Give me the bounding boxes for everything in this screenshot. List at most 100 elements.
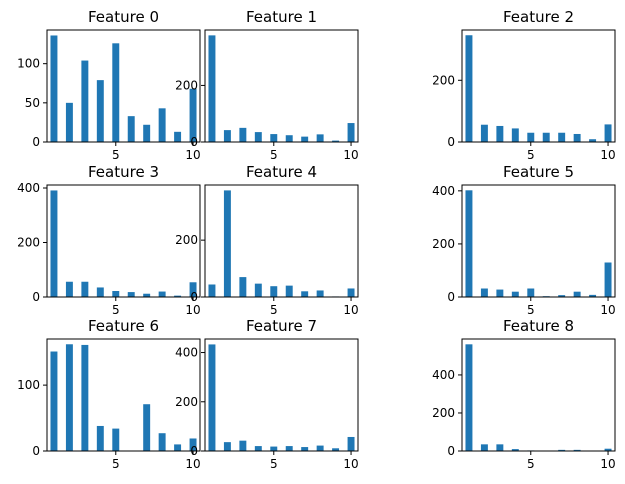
bar-feature-7-bin-8 (316, 445, 324, 451)
bar-feature-7-bin-1 (208, 344, 216, 451)
bar-feature-0-bin-7 (143, 124, 151, 142)
x-tick-label: 5 (527, 303, 535, 317)
axes-frame (46, 338, 201, 452)
bar-feature-6-bin-9 (174, 444, 182, 451)
y-tick-label: 0 (32, 135, 40, 149)
y-tick-label: 0 (190, 135, 198, 149)
bar-feature-2-bin-7 (558, 132, 566, 142)
bar-feature-7-bin-7 (301, 447, 309, 451)
bar-feature-6-bin-3 (81, 344, 89, 451)
bar-feature-0-bin-2 (65, 102, 73, 142)
y-tick-label: 400 (175, 346, 198, 360)
x-tick-label: 5 (270, 148, 278, 162)
y-tick-label: 400 (432, 184, 455, 198)
bar-feature-3-bin-8 (158, 291, 166, 297)
bar-feature-3-bin-4 (96, 287, 104, 297)
x-tick-label: 10 (185, 148, 200, 162)
y-tick-label: 200 (17, 235, 40, 249)
y-tick-label: 200 (432, 73, 455, 87)
bar-feature-0-bin-3 (81, 60, 89, 142)
bar-feature-2-bin-1 (465, 35, 473, 142)
bar-feature-4-bin-2 (223, 190, 231, 297)
axes-frame (461, 338, 616, 452)
bar-feature-3-bin-9 (174, 295, 182, 297)
bar-feature-8-bin-10 (604, 448, 612, 451)
panel-title: Feature 3 (88, 163, 159, 181)
bar-feature-0-bin-1 (50, 35, 58, 143)
bar-feature-8-bin-3 (496, 444, 504, 451)
x-tick-label: 10 (185, 303, 200, 317)
bar-feature-4-bin-5 (270, 286, 278, 297)
axes-frame (46, 29, 201, 143)
feature-panel-8: Feature 8 5 10 0 200 400 (432, 317, 616, 471)
y-tick-label: 0 (447, 290, 455, 304)
bar-feature-5-bin-3 (496, 289, 504, 297)
bar-feature-2-bin-4 (511, 128, 519, 142)
y-tick-label: 0 (190, 290, 198, 304)
y-tick-label: 0 (32, 290, 40, 304)
bar-feature-0-bin-9 (174, 131, 182, 142)
bar-feature-3-bin-6 (127, 292, 135, 297)
bar-feature-5-bin-1 (465, 190, 473, 297)
y-tick-label: 100 (17, 378, 40, 392)
bar-feature-4-bin-7 (301, 291, 309, 297)
x-tick-label: 10 (185, 457, 200, 471)
bar-feature-7-bin-3 (239, 440, 247, 451)
x-tick-label: 5 (527, 148, 535, 162)
bar-feature-5-bin-8 (573, 291, 581, 297)
panel-title: Feature 1 (246, 8, 317, 26)
bar-feature-5-bin-2 (480, 288, 488, 297)
bar-feature-6-bin-4 (96, 425, 104, 451)
x-tick-label: 10 (343, 148, 358, 162)
panel-title: Feature 0 (88, 8, 159, 26)
y-tick-label: 200 (175, 233, 198, 247)
bar-feature-2-bin-8 (573, 133, 581, 142)
bar-feature-1-bin-10 (347, 123, 355, 142)
panel-title: Feature 2 (503, 8, 574, 26)
bar-feature-0-bin-8 (158, 108, 166, 142)
bar-feature-1-bin-5 (270, 134, 278, 142)
bar-feature-4-bin-8 (316, 290, 324, 297)
bar-feature-4-bin-10 (347, 288, 355, 297)
bar-feature-1-bin-1 (208, 35, 216, 143)
y-tick-label: 0 (447, 135, 455, 149)
bar-feature-5-bin-9 (589, 294, 597, 297)
feature-panel-5: Feature 5 5 10 0 200 400 (432, 163, 616, 317)
y-tick-label: 200 (432, 406, 455, 420)
panel-title: Feature 6 (88, 317, 159, 335)
x-tick-label: 5 (527, 457, 535, 471)
bar-feature-7-bin-6 (285, 446, 293, 451)
bar-feature-7-bin-4 (254, 446, 262, 451)
x-tick-label: 10 (343, 303, 358, 317)
bar-feature-5-bin-5 (527, 288, 535, 297)
bar-feature-4-bin-6 (285, 285, 293, 297)
x-tick-label: 5 (270, 303, 278, 317)
bar-feature-1-bin-6 (285, 135, 293, 142)
bar-feature-8-bin-8 (573, 449, 581, 451)
bar-feature-2-bin-10 (604, 124, 612, 142)
y-tick-label: 0 (32, 444, 40, 458)
bar-feature-1-bin-7 (301, 136, 309, 142)
bar-feature-2-bin-9 (589, 139, 597, 142)
bar-feature-8-bin-4 (511, 449, 519, 451)
bar-feature-6-bin-10 (189, 438, 197, 451)
bar-feature-4-bin-4 (254, 283, 262, 297)
bar-feature-4-bin-1 (208, 284, 216, 297)
y-tick-label: 0 (190, 444, 198, 458)
x-tick-label: 10 (600, 457, 615, 471)
bar-feature-7-bin-2 (223, 442, 231, 451)
bar-feature-0-bin-10 (189, 88, 197, 142)
y-tick-label: 100 (17, 57, 40, 71)
bar-feature-4-bin-3 (239, 277, 247, 297)
bar-feature-6-bin-7 (143, 404, 151, 451)
axes-frame (461, 29, 616, 143)
y-tick-label: 400 (17, 181, 40, 195)
bar-feature-7-bin-10 (347, 436, 355, 451)
x-tick-label: 5 (112, 303, 120, 317)
